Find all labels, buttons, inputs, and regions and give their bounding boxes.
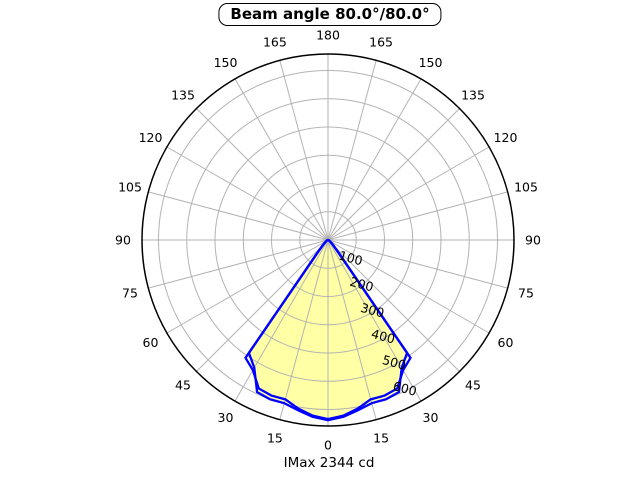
grid-spoke-105 <box>148 191 329 241</box>
grid-spoke-120 <box>327 146 490 241</box>
r-tick-label-500: 500 <box>381 352 408 373</box>
grid-spoke-150 <box>234 78 329 241</box>
grid-spoke-135 <box>327 108 460 241</box>
angle-tick-label-45-left: 45 <box>175 377 191 392</box>
angle-tick-label-75-left: 75 <box>122 285 138 300</box>
grid-spoke-45 <box>327 239 460 372</box>
angle-tick-label-60-left: 60 <box>143 335 159 350</box>
angle-tick-label-90-right: 90 <box>525 232 541 247</box>
angle-tick-label-105-right: 105 <box>514 179 538 194</box>
beam-curve-2 <box>244 238 412 421</box>
angle-tick-label-135-left: 135 <box>171 87 195 102</box>
grid-spoke-165 <box>327 60 377 241</box>
grid-spoke-15 <box>279 239 329 420</box>
grid-spoke-30 <box>327 239 422 402</box>
angle-tick-label-15-left: 15 <box>267 430 283 445</box>
grid-spoke-60 <box>166 239 329 334</box>
angle-tick-label-30-right: 30 <box>423 410 439 425</box>
angle-tick-label-0-right: 0 <box>324 437 332 452</box>
grid-spoke-120 <box>166 146 329 241</box>
r-tick-label-300: 300 <box>359 300 386 321</box>
angle-tick-label-60-right: 60 <box>498 335 514 350</box>
angle-tick-label-180-right: 180 <box>316 27 340 42</box>
grid-spoke-45 <box>196 239 329 372</box>
r-tick-label-600: 600 <box>391 378 418 399</box>
angle-tick-label-120-right: 120 <box>494 130 518 145</box>
angle-tick-label-165-left: 165 <box>263 34 287 49</box>
grid-spoke-15 <box>327 239 377 420</box>
angle-tick-label-150-right: 150 <box>419 55 443 70</box>
angle-tick-label-30-left: 30 <box>218 410 234 425</box>
angle-tick-label-120-left: 120 <box>139 130 163 145</box>
angle-tick-label-135-right: 135 <box>461 87 485 102</box>
r-tick-label-200: 200 <box>348 274 375 295</box>
angle-tick-label-15-right: 15 <box>373 430 389 445</box>
imax-caption: IMax 2344 cd <box>283 455 375 471</box>
grid-spoke-60 <box>327 239 490 334</box>
r-tick-label-400: 400 <box>370 326 397 347</box>
chart-title: Beam angle 80.0°/80.0° <box>218 3 442 26</box>
grid-spoke-75 <box>148 239 329 289</box>
angle-tick-label-75-right: 75 <box>518 285 534 300</box>
angle-tick-label-150-left: 150 <box>214 55 238 70</box>
angle-tick-label-90-left: 90 <box>115 232 131 247</box>
grid-spoke-30 <box>234 239 329 402</box>
grid-spoke-75 <box>327 239 508 289</box>
angle-tick-label-45-right: 45 <box>465 377 481 392</box>
grid-spoke-165 <box>279 60 329 241</box>
grid-spoke-150 <box>327 78 422 241</box>
grid-spoke-105 <box>327 191 508 241</box>
angle-tick-label-105-left: 105 <box>118 179 142 194</box>
outer-circle <box>141 53 515 427</box>
grid-spoke-135 <box>196 108 329 241</box>
angle-tick-label-165-right: 165 <box>369 34 393 49</box>
r-tick-label-100: 100 <box>337 248 364 269</box>
